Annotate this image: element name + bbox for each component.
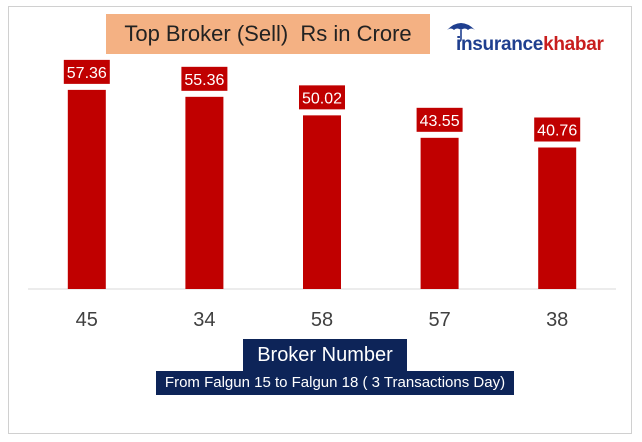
bar [67,89,106,289]
x-tick-label: 34 [193,309,215,331]
data-label-bg [534,117,581,142]
insurancekhabar-logo: insurancekhabar [446,18,631,58]
umbrella-icon [447,23,475,42]
bar [303,115,341,289]
data-label: 43.55 [420,113,460,130]
x-axis-label: Broker Number [243,339,407,371]
data-label: 50.02 [302,90,342,107]
data-label-bg [416,107,463,132]
bar [538,147,577,289]
x-tick-label: 38 [546,309,568,331]
logo-text-part1: insurance [456,34,544,55]
chart-title: Top Broker (Sell) Rs in Crore [106,14,430,54]
logo-text: insurancekhabar [456,34,604,56]
data-label: 55.36 [184,72,224,89]
x-tick-label: 58 [311,309,333,331]
x-tick-label: 45 [76,309,98,331]
data-label: 57.36 [67,65,107,82]
data-label-bg [299,85,345,110]
chart-subtitle: From Falgun 15 to Falgun 18 ( 3 Transact… [156,371,514,395]
bar [185,96,224,289]
data-label-bg [63,59,110,84]
data-label: 40.76 [537,123,577,140]
bar [420,137,459,289]
data-label-bg [181,66,228,91]
x-tick-label: 57 [428,309,450,331]
logo-text-part2: khabar [543,34,604,55]
